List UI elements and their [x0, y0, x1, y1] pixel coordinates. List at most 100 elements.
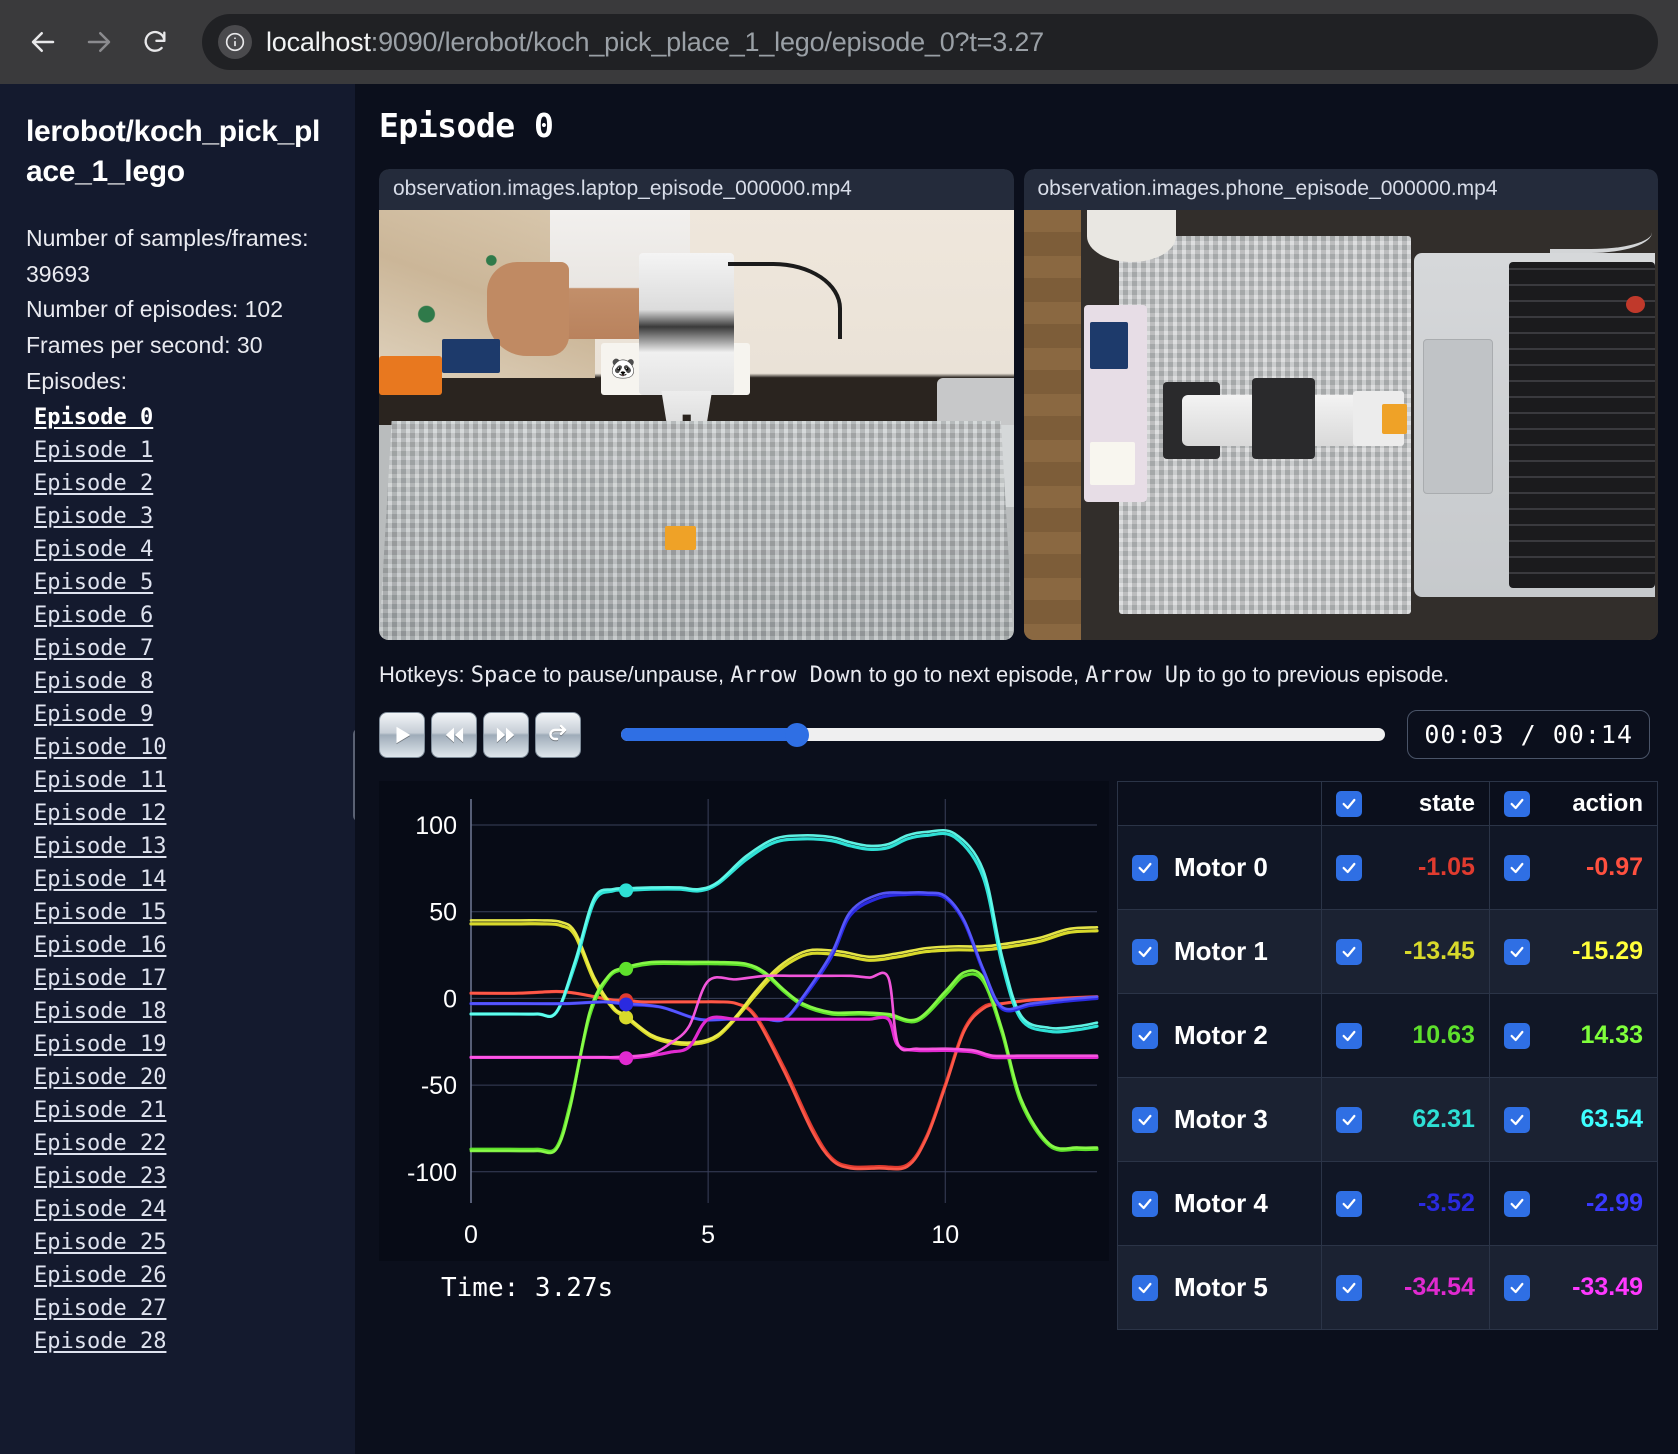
reload-icon[interactable] — [132, 19, 178, 65]
main-content: Episode 0 observation.images.laptop_epis… — [355, 84, 1678, 1454]
hotkeys-prefix: Hotkeys: — [379, 662, 471, 687]
action-checkbox[interactable] — [1503, 1274, 1530, 1301]
loop-button[interactable] — [535, 711, 581, 758]
state-value: -34.54 — [1404, 1273, 1475, 1301]
blue-device-object — [1090, 321, 1129, 370]
sidebar-scrollbar[interactable] — [353, 729, 355, 821]
episode-link-16[interactable]: Episode 16 — [34, 933, 167, 959]
state-column-checkbox[interactable] — [1335, 790, 1362, 817]
rewind-button[interactable] — [431, 711, 477, 758]
motor-label-cell: Motor 4 — [1117, 1161, 1322, 1246]
svg-text:5: 5 — [701, 1221, 715, 1249]
episode-link-22[interactable]: Episode 22 — [34, 1131, 167, 1157]
motor-row-checkbox[interactable] — [1132, 938, 1158, 965]
svg-text:10: 10 — [931, 1221, 959, 1249]
episode-link-4[interactable]: Episode 4 — [34, 537, 154, 563]
episode-link-14[interactable]: Episode 14 — [34, 867, 167, 893]
action-checkbox[interactable] — [1503, 938, 1530, 965]
episode-link-18[interactable]: Episode 18 — [34, 999, 167, 1025]
action-value: -2.99 — [1586, 1189, 1643, 1217]
video-player-phone[interactable] — [1023, 210, 1658, 640]
forward-icon[interactable] — [76, 19, 122, 65]
action-checkbox[interactable] — [1503, 1022, 1530, 1049]
svg-text:100: 100 — [415, 812, 457, 840]
back-icon[interactable] — [20, 19, 66, 65]
episode-list: Episode 0 Episode 1 Episode 2 Episode 3 Epis… — [26, 401, 329, 1358]
video-player-laptop[interactable]: 🐼 🙂 — [379, 210, 1014, 640]
state-checkbox[interactable] — [1335, 1106, 1362, 1133]
fast-forward-button[interactable] — [483, 711, 529, 758]
episode-link-0[interactable]: Episode 0 — [34, 405, 154, 431]
episode-link-11[interactable]: Episode 11 — [34, 768, 167, 794]
state-checkbox[interactable] — [1335, 938, 1362, 965]
motor-row-checkbox[interactable] — [1132, 1274, 1158, 1301]
action-checkbox[interactable] — [1503, 854, 1530, 881]
episode-link-24[interactable]: Episode 24 — [34, 1197, 167, 1223]
motor-label-cell: Motor 3 — [1117, 1077, 1322, 1162]
play-button[interactable] — [379, 711, 425, 758]
motor-name: Motor 3 — [1174, 1104, 1268, 1134]
info-icon[interactable] — [218, 25, 252, 59]
svg-text:50: 50 — [429, 899, 457, 927]
action-checkbox[interactable] — [1503, 1106, 1530, 1133]
play-icon — [391, 724, 413, 746]
state-cell: -13.45 — [1320, 909, 1490, 994]
seek-progress — [621, 728, 797, 741]
header-blank — [1117, 781, 1322, 826]
time-display: 00:03 / 00:14 — [1407, 710, 1650, 759]
episode-link-19[interactable]: Episode 19 — [34, 1032, 167, 1058]
episode-link-23[interactable]: Episode 23 — [34, 1164, 167, 1190]
episode-link-1[interactable]: Episode 1 — [34, 438, 154, 464]
meta-samples: Number of samples/frames: 39693 — [26, 225, 309, 287]
motor-row-checkbox[interactable] — [1132, 1022, 1158, 1049]
action-column-checkbox[interactable] — [1503, 790, 1530, 817]
motor-row-checkbox[interactable] — [1132, 854, 1158, 881]
action-cell: 14.33 — [1488, 993, 1659, 1078]
seek-track[interactable] — [621, 722, 1386, 747]
timeseries-chart[interactable]: -100 -50 0 50 100 0 5 10 Time: 3.27s — [379, 781, 1109, 1330]
url-host: localhost — [266, 26, 371, 57]
video-grid: observation.images.laptop_episode_000000… — [379, 169, 1658, 640]
state-checkbox[interactable] — [1335, 1190, 1362, 1217]
episode-link-25[interactable]: Episode 25 — [34, 1230, 167, 1256]
table-row: Motor 1 -13.45 -15.29 — [1117, 909, 1659, 994]
episode-link-27[interactable]: Episode 27 — [34, 1296, 167, 1322]
state-checkbox[interactable] — [1335, 1022, 1362, 1049]
action-value: -15.29 — [1572, 937, 1643, 965]
action-checkbox[interactable] — [1503, 1190, 1530, 1217]
table-row: Motor 3 62.31 63.54 — [1117, 1077, 1659, 1162]
episode-link-3[interactable]: Episode 3 — [34, 504, 154, 530]
state-checkbox[interactable] — [1335, 854, 1362, 881]
address-bar[interactable]: localhost:9090/lerobot/koch_pick_place_1… — [202, 14, 1658, 70]
episode-link-21[interactable]: Episode 21 — [34, 1098, 167, 1124]
episode-link-17[interactable]: Episode 17 — [34, 966, 167, 992]
episode-link-26[interactable]: Episode 26 — [34, 1263, 167, 1289]
seek-thumb[interactable] — [784, 722, 809, 747]
chart-svg: -100 -50 0 50 100 0 5 10 — [379, 781, 1109, 1261]
episode-link-9[interactable]: Episode 9 — [34, 702, 154, 728]
episode-link-15[interactable]: Episode 15 — [34, 900, 167, 926]
episode-link-20[interactable]: Episode 20 — [34, 1065, 167, 1091]
motor-name: Motor 2 — [1174, 1020, 1268, 1050]
hotkey-space: Space — [470, 663, 537, 688]
episode-link-12[interactable]: Episode 12 — [34, 801, 167, 827]
lego-brick-target — [1381, 403, 1408, 434]
hotkeys-text-1: to pause/unpause, — [536, 662, 731, 687]
episode-link-7[interactable]: Episode 7 — [34, 636, 154, 662]
motor-label-cell: Motor 1 — [1117, 909, 1322, 994]
episode-link-10[interactable]: Episode 10 — [34, 735, 167, 761]
page-body: lerobot/koch_pick_place_1_lego Number of… — [0, 84, 1678, 1454]
episode-link-5[interactable]: Episode 5 — [34, 570, 154, 596]
episode-link-2[interactable]: Episode 2 — [34, 471, 154, 497]
state-value: -3.52 — [1417, 1189, 1475, 1217]
seek-bar[interactable] — [621, 712, 1386, 758]
motor-row-checkbox[interactable] — [1132, 1106, 1158, 1133]
episode-link-13[interactable]: Episode 13 — [34, 834, 167, 860]
sidebar: lerobot/koch_pick_place_1_lego Number of… — [0, 84, 355, 1454]
motor-label-cell: Motor 0 — [1117, 825, 1322, 910]
motor-row-checkbox[interactable] — [1132, 1190, 1158, 1217]
episode-link-28[interactable]: Episode 28 — [34, 1329, 167, 1355]
episode-link-6[interactable]: Episode 6 — [34, 603, 154, 629]
episode-link-8[interactable]: Episode 8 — [34, 669, 154, 695]
state-checkbox[interactable] — [1335, 1274, 1362, 1301]
